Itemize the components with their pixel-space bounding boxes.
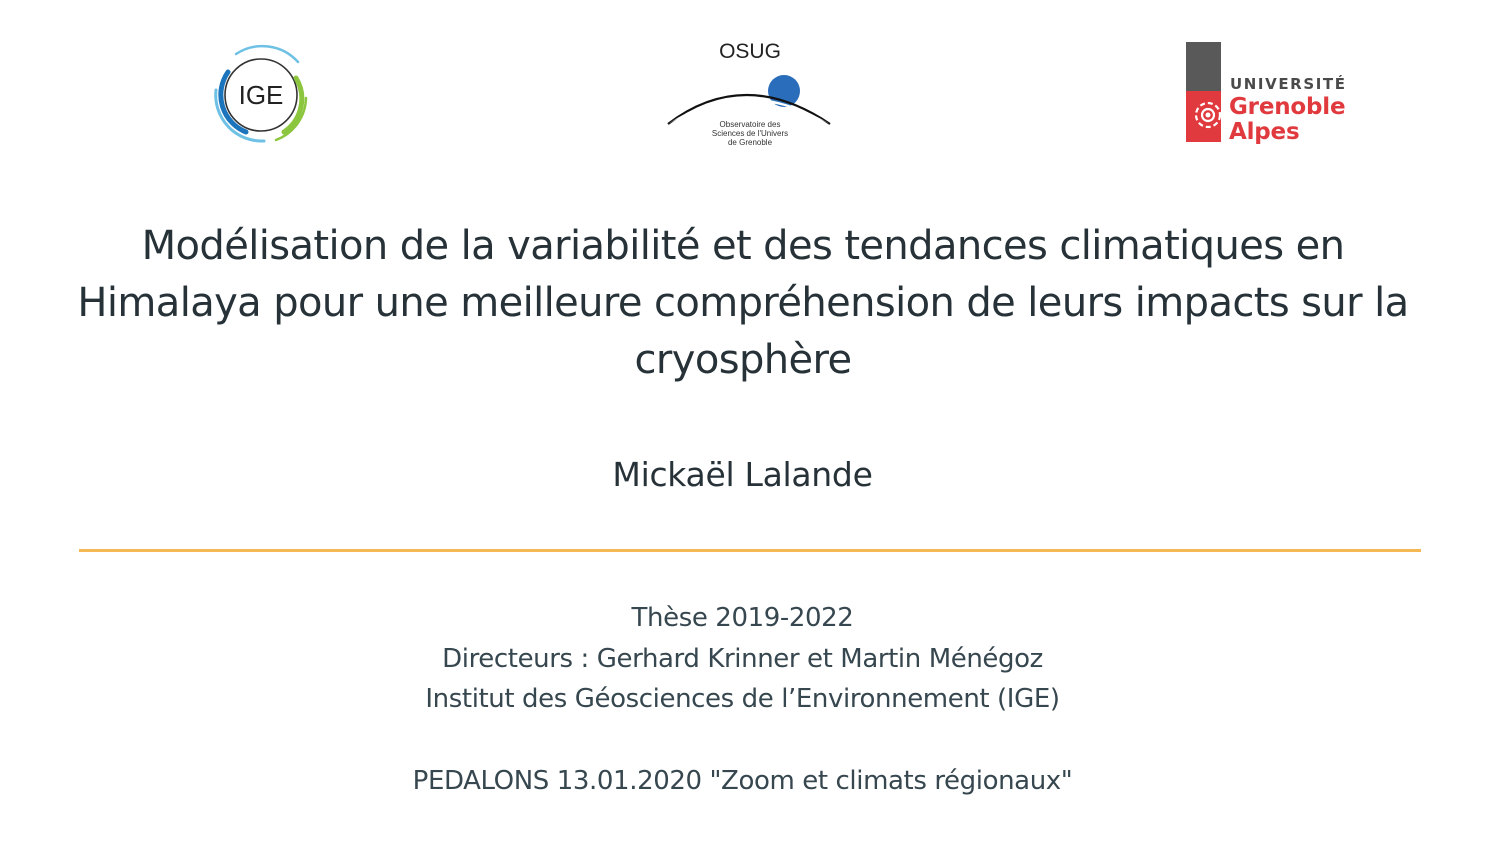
osug-subtitle-line: Sciences de l'Univers bbox=[711, 129, 789, 138]
osug-logo: OSUG Observatoire des Sciences de l'Univ… bbox=[664, 38, 836, 150]
ige-logo-rings bbox=[214, 44, 308, 143]
uga-logo-gray-block bbox=[1186, 42, 1221, 91]
uga-logo-grenoble: Grenoble bbox=[1229, 94, 1346, 120]
uga-logo-universite: UNIVERSITÉ bbox=[1230, 75, 1347, 93]
author-name: Mickaël Lalande bbox=[612, 455, 873, 494]
osug-logo-arc bbox=[667, 75, 831, 125]
uga-rosette-icon bbox=[1194, 101, 1221, 129]
ige-logo: IGE bbox=[206, 40, 316, 150]
accent-divider bbox=[79, 549, 1421, 552]
uga-logo-alpes: Alpes bbox=[1229, 119, 1300, 145]
osug-subtitle-line: de Grenoble bbox=[727, 138, 773, 147]
institute-name: Institut des Géosciences de l’Environnem… bbox=[425, 684, 1060, 714]
osug-subtitle-line: Observatoire des bbox=[719, 120, 781, 129]
thesis-directors: Directeurs : Gerhard Krinner et Martin M… bbox=[442, 644, 1043, 674]
uga-logo-red-block bbox=[1186, 91, 1221, 142]
slide-title: Modélisation de la variabilité et des te… bbox=[77, 223, 1409, 383]
osug-logo-subtitle: Observatoire des Sciences de l'Univers d… bbox=[694, 120, 806, 147]
event-line: PEDALONS 13.01.2020 "Zoom et climats rég… bbox=[412, 766, 1073, 796]
thesis-period: Thèse 2019-2022 bbox=[631, 603, 854, 633]
uga-logo: UNIVERSITÉ Grenoble Alpes bbox=[1186, 42, 1366, 145]
ige-logo-text: IGE bbox=[238, 79, 284, 110]
osug-logo-title: OSUG bbox=[719, 40, 781, 63]
